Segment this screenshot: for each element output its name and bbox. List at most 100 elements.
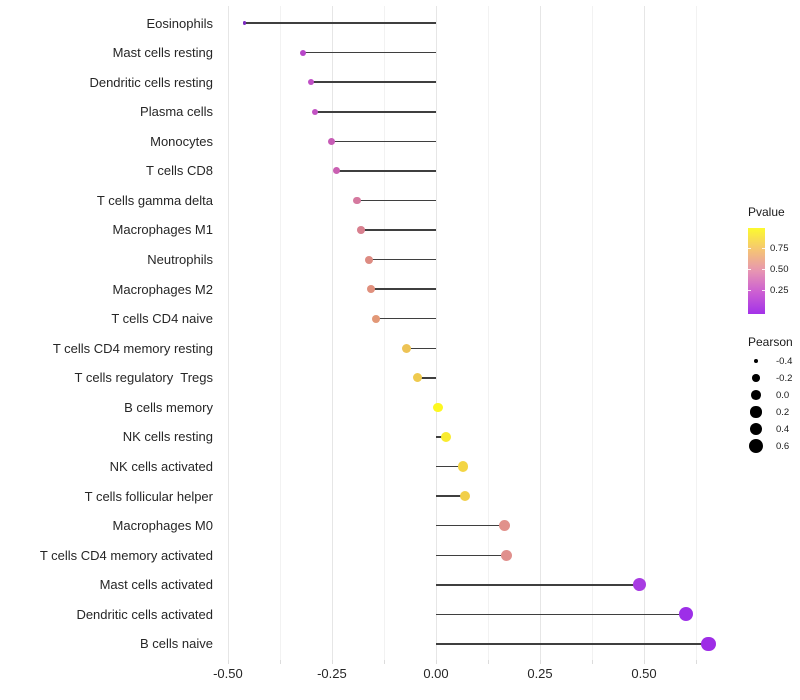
y-axis-label: T cells CD4 memory activated: [39, 547, 213, 563]
pearson-legend-label: -0.2: [776, 373, 793, 384]
gridline-minor: [488, 6, 489, 660]
y-axis-label: Macrophages M1: [112, 222, 213, 238]
lollipop-dot: [402, 343, 412, 353]
pvalue-colorbar-tick: [748, 247, 751, 249]
x-axis-tick: [592, 660, 593, 664]
lollipop-dot: [332, 167, 340, 175]
y-axis-label: Monocytes: [150, 133, 213, 149]
x-axis-tick: [227, 660, 229, 664]
pvalue-tick-label: 0.25: [770, 284, 789, 296]
gridline-major: [436, 6, 437, 660]
y-axis-label: Mast cells resting: [112, 45, 213, 61]
lollipop-stem: [436, 436, 447, 438]
x-axis-label: -0.25: [317, 666, 347, 681]
x-axis-tick: [696, 660, 697, 664]
y-axis-label: Mast cells activated: [99, 577, 213, 593]
y-axis-label: NK cells activated: [109, 459, 213, 475]
gridline-minor: [384, 6, 385, 660]
x-axis-label: 0.00: [423, 666, 449, 681]
pvalue-colorbar-tick: [762, 247, 765, 249]
pearson-legend-dot: [753, 358, 759, 364]
lollipop-dot: [328, 137, 336, 145]
y-axis-label: NK cells resting: [122, 429, 213, 445]
pearson-legend-dot: [752, 374, 760, 382]
pvalue-colorbar-tick: [762, 289, 765, 291]
y-axis-label: B cells memory: [124, 399, 213, 415]
x-axis-tick: [436, 660, 437, 664]
lollipop-stem: [361, 229, 436, 231]
lollipop-dot: [701, 636, 716, 652]
gridline-major: [331, 6, 333, 660]
lollipop-dot: [353, 196, 361, 205]
lollipop-stem: [436, 554, 507, 556]
lollipop-stem: [244, 22, 436, 24]
lollipop-stem: [302, 51, 436, 54]
pvalue-legend-title: Pvalue: [748, 205, 785, 219]
lollipop-stem: [436, 584, 640, 586]
lollipop-stem: [436, 495, 466, 497]
y-axis-label: Dendritic cells activated: [76, 606, 213, 622]
y-axis-label: Macrophages M0: [112, 518, 213, 534]
y-axis-label: T cells CD4 memory resting: [52, 340, 213, 356]
lollipop-dot: [433, 402, 443, 413]
lollipop-dot: [357, 226, 365, 234]
lollipop-stem: [371, 288, 436, 290]
lollipop-dot: [678, 607, 693, 622]
lollipop-dot: [412, 373, 422, 383]
lollipop-dot: [371, 314, 380, 323]
y-axis-label: T cells follicular helper: [84, 488, 213, 504]
lollipop-dot: [365, 255, 374, 264]
lollipop-stem: [436, 613, 686, 616]
pvalue-colorbar-tick: [762, 269, 765, 271]
lollipop-stem: [406, 347, 436, 349]
x-axis-tick: [384, 660, 385, 664]
pvalue-tick-label: 0.75: [770, 242, 789, 254]
pearson-legend-label: 0.0: [776, 390, 790, 401]
y-axis-label: Plasma cells: [140, 104, 213, 120]
lollipop-dot: [308, 79, 315, 86]
pearson-legend-label: 0.2: [776, 407, 790, 418]
x-axis-tick: [540, 660, 541, 664]
x-axis-tick: [488, 660, 489, 664]
y-axis-label: T cells regulatory Tregs: [74, 370, 213, 386]
pearson-legend-label: 0.6: [776, 441, 790, 452]
lollipop-dot: [460, 491, 471, 502]
y-axis-label: T cells gamma delta: [96, 192, 213, 208]
lollipop-dot: [299, 49, 306, 56]
pearson-legend-dot: [749, 422, 763, 436]
lollipop-dot: [501, 549, 513, 561]
pvalue-colorbar-tick: [748, 269, 751, 271]
pvalue-tick-label: 0.50: [770, 264, 789, 276]
x-axis-label: -0.50: [213, 666, 243, 681]
lollipop-stem: [436, 643, 709, 645]
pearson-legend-dot: [750, 406, 762, 418]
pearson-legend-dot: [749, 439, 763, 453]
lollipop-dot: [367, 285, 376, 294]
lollipop-dot: [312, 108, 319, 115]
pearson-legend-label: 0.4: [776, 424, 790, 435]
x-axis-tick: [331, 660, 333, 664]
x-axis-label: 0.25: [527, 666, 553, 681]
x-axis-tick: [644, 660, 645, 664]
lollipop-stem: [369, 258, 436, 261]
gridline-major: [644, 6, 645, 660]
pearson-legend-label: -0.4: [776, 356, 793, 367]
lollipop-stem: [315, 111, 436, 113]
lollipop-dot: [441, 432, 452, 442]
gridline-minor: [592, 6, 593, 660]
y-axis-label: Neutrophils: [147, 252, 213, 268]
lollipop-stem: [436, 524, 505, 527]
y-axis-label: Dendritic cells resting: [89, 74, 213, 90]
y-axis-label: T cells CD8: [146, 163, 213, 179]
lollipop-stem: [417, 377, 436, 379]
x-axis-label: 0.50: [631, 666, 657, 681]
y-axis-label: T cells CD4 naive: [111, 311, 213, 327]
lollipop-stem: [375, 317, 436, 320]
gridline-minor: [279, 6, 281, 660]
y-axis-label: Macrophages M2: [112, 281, 213, 297]
lollipop-stem: [436, 465, 463, 468]
y-axis-label: B cells naive: [140, 636, 213, 652]
gridline-major: [540, 6, 541, 660]
pearson-legend-dot: [751, 390, 761, 400]
